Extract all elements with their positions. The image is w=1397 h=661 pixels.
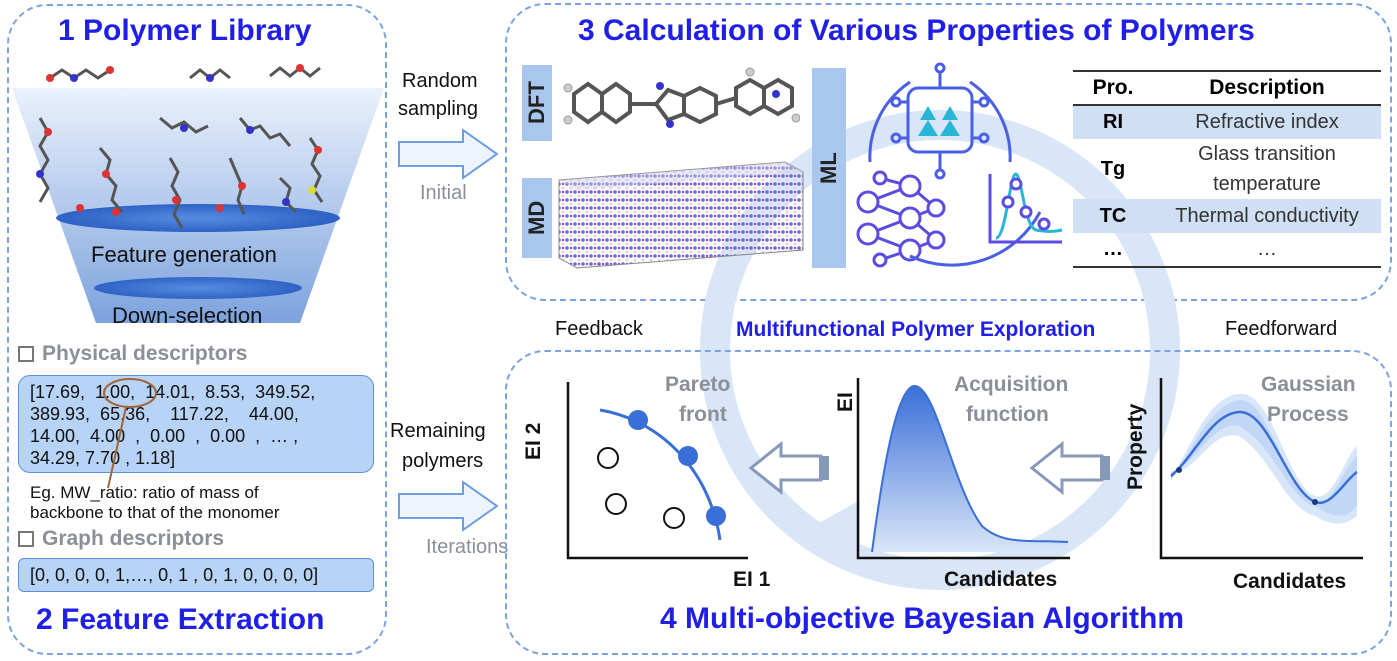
arrow-right-icon bbox=[398, 128, 499, 180]
funnel-layer-feature-generation: Feature generation bbox=[91, 242, 277, 267]
row-pro: Tg bbox=[1100, 157, 1126, 180]
properties-panel bbox=[505, 3, 1392, 301]
arrow-top-label2: sampling bbox=[398, 98, 479, 120]
dominated-point bbox=[663, 507, 685, 529]
table-header-description: Description bbox=[1209, 76, 1325, 99]
gaussian-label1: Gaussian bbox=[1261, 373, 1356, 396]
row-pro: RI bbox=[1103, 111, 1123, 133]
physical-values-line3: 14.00, 4.00 , 0.00 , 0.00 , … , bbox=[30, 426, 299, 446]
table-header-pro: Pro. bbox=[1092, 76, 1134, 99]
dominated-point bbox=[597, 447, 619, 469]
row-desc: … bbox=[1257, 238, 1277, 260]
bayesian-panel bbox=[505, 350, 1392, 655]
atom-dots bbox=[36, 64, 322, 216]
graph-descriptors-box bbox=[18, 558, 374, 592]
gaussian-label2: Process bbox=[1267, 403, 1349, 426]
table-row: RI Refractive index bbox=[1073, 105, 1381, 139]
acquisition-xlabel: Candidates bbox=[944, 568, 1058, 591]
graph-values: [0, 0, 0, 0, 1,…, 0, 1 , 0, 1, 0, 0, 0, … bbox=[30, 565, 319, 585]
checkbox-square-icon bbox=[18, 531, 34, 548]
physical-values-line2: 389.93, 65.36, 117.22, 44.00, bbox=[30, 404, 299, 424]
panel1-title: 1 Polymer Library bbox=[58, 14, 312, 47]
acquisition-label1: Acquisition bbox=[954, 373, 1069, 396]
gaussian-ylabel: Property bbox=[1124, 403, 1147, 490]
arrow-left-icon bbox=[1029, 440, 1110, 496]
gaussian-process-plot bbox=[1159, 378, 1363, 560]
ml-icons bbox=[856, 62, 1063, 268]
panel3-title: 3 Calculation of Various Properties of P… bbox=[578, 14, 1255, 47]
row-desc-line1: Glass transition bbox=[1198, 143, 1336, 165]
feedforward-label: Feedforward bbox=[1225, 318, 1338, 340]
regression-chart-icon bbox=[988, 172, 1063, 244]
arrow-right-icon bbox=[398, 480, 499, 532]
arrow-bottom-sub: Iterations bbox=[426, 536, 509, 558]
polymer-funnel bbox=[12, 64, 384, 323]
properties-table: Pro. Description RI Refractive index Tg … bbox=[1073, 70, 1381, 268]
physical-values-line1: [17.69, 1.00, 14.01, 8.53, 349.52, bbox=[30, 382, 316, 402]
row-pro: TC bbox=[1099, 204, 1127, 227]
neural-network-icon bbox=[856, 170, 946, 268]
acquisition-ylabel: EI bbox=[834, 392, 857, 412]
acquisition-label2: function bbox=[966, 403, 1049, 426]
acquisition-plot bbox=[856, 378, 1070, 560]
physical-values-line4: 34.29, 7.70 , 1.18] bbox=[30, 448, 176, 468]
row-desc: Thermal conductivity bbox=[1175, 204, 1359, 227]
physical-descriptors-label: Physical descriptors bbox=[42, 342, 248, 365]
annotation-line2: backbone to that of the monomer bbox=[30, 503, 280, 522]
tag-dft: DFT bbox=[522, 65, 552, 141]
row-desc: Glass transition temperature bbox=[1153, 139, 1381, 199]
arrow-bottom-label2: polymers bbox=[402, 450, 484, 472]
funnel-layer-down-selection: Down-selection bbox=[112, 303, 263, 328]
table-row: TC Thermal conductivity bbox=[1073, 199, 1381, 233]
table-row: Tg Glass transition temperature bbox=[1073, 139, 1381, 199]
pareto-xlabel: EI 1 bbox=[733, 568, 771, 591]
library-panel bbox=[7, 4, 387, 655]
pareto-point bbox=[628, 410, 648, 430]
panel2-title: 2 Feature Extraction bbox=[36, 603, 325, 636]
feedback-label: Feedback bbox=[555, 318, 643, 340]
physical-descriptors-header: Physical descriptors bbox=[18, 342, 247, 366]
loop-center-label: Multifunctional Polymer Exploration bbox=[736, 318, 1096, 341]
row-desc-line2: temperature bbox=[1213, 173, 1321, 195]
arrow-top-label1: Random bbox=[402, 70, 478, 92]
checkbox-square-icon bbox=[18, 346, 34, 363]
pareto-label1: Pareto bbox=[665, 373, 731, 396]
gaussian-xlabel: Candidates bbox=[1233, 570, 1347, 593]
graph-descriptors-label: Graph descriptors bbox=[42, 527, 225, 550]
pareto-ylabel: EI 2 bbox=[522, 422, 545, 460]
physical-descriptors-box bbox=[18, 375, 374, 473]
row-pro: … bbox=[1103, 238, 1123, 260]
tag-md: MD bbox=[522, 178, 552, 258]
forest-icon bbox=[906, 86, 974, 154]
tag-ml: ML bbox=[812, 68, 846, 268]
arrow-bottom-label1: Remaining bbox=[390, 420, 486, 442]
pareto-label2: front bbox=[679, 403, 727, 426]
arrow-left-icon bbox=[748, 440, 829, 496]
highlight-ellipse bbox=[103, 378, 157, 489]
annotation-line1: Eg. MW_ratio: ratio of mass of bbox=[30, 483, 259, 502]
pareto-plot bbox=[566, 382, 748, 560]
pareto-point bbox=[678, 446, 698, 466]
panel4-title: 4 Multi-objective Bayesian Algorithm bbox=[660, 602, 1184, 635]
md-simulation-box bbox=[558, 161, 804, 269]
arrow-top-sub: Initial bbox=[420, 182, 467, 204]
dft-molecule bbox=[563, 67, 800, 128]
row-desc: Refractive index bbox=[1195, 111, 1339, 133]
dominated-point bbox=[605, 493, 627, 515]
graph-descriptors-header: Graph descriptors bbox=[18, 527, 224, 551]
table-row: … … bbox=[1073, 233, 1381, 267]
pareto-point bbox=[706, 506, 726, 526]
